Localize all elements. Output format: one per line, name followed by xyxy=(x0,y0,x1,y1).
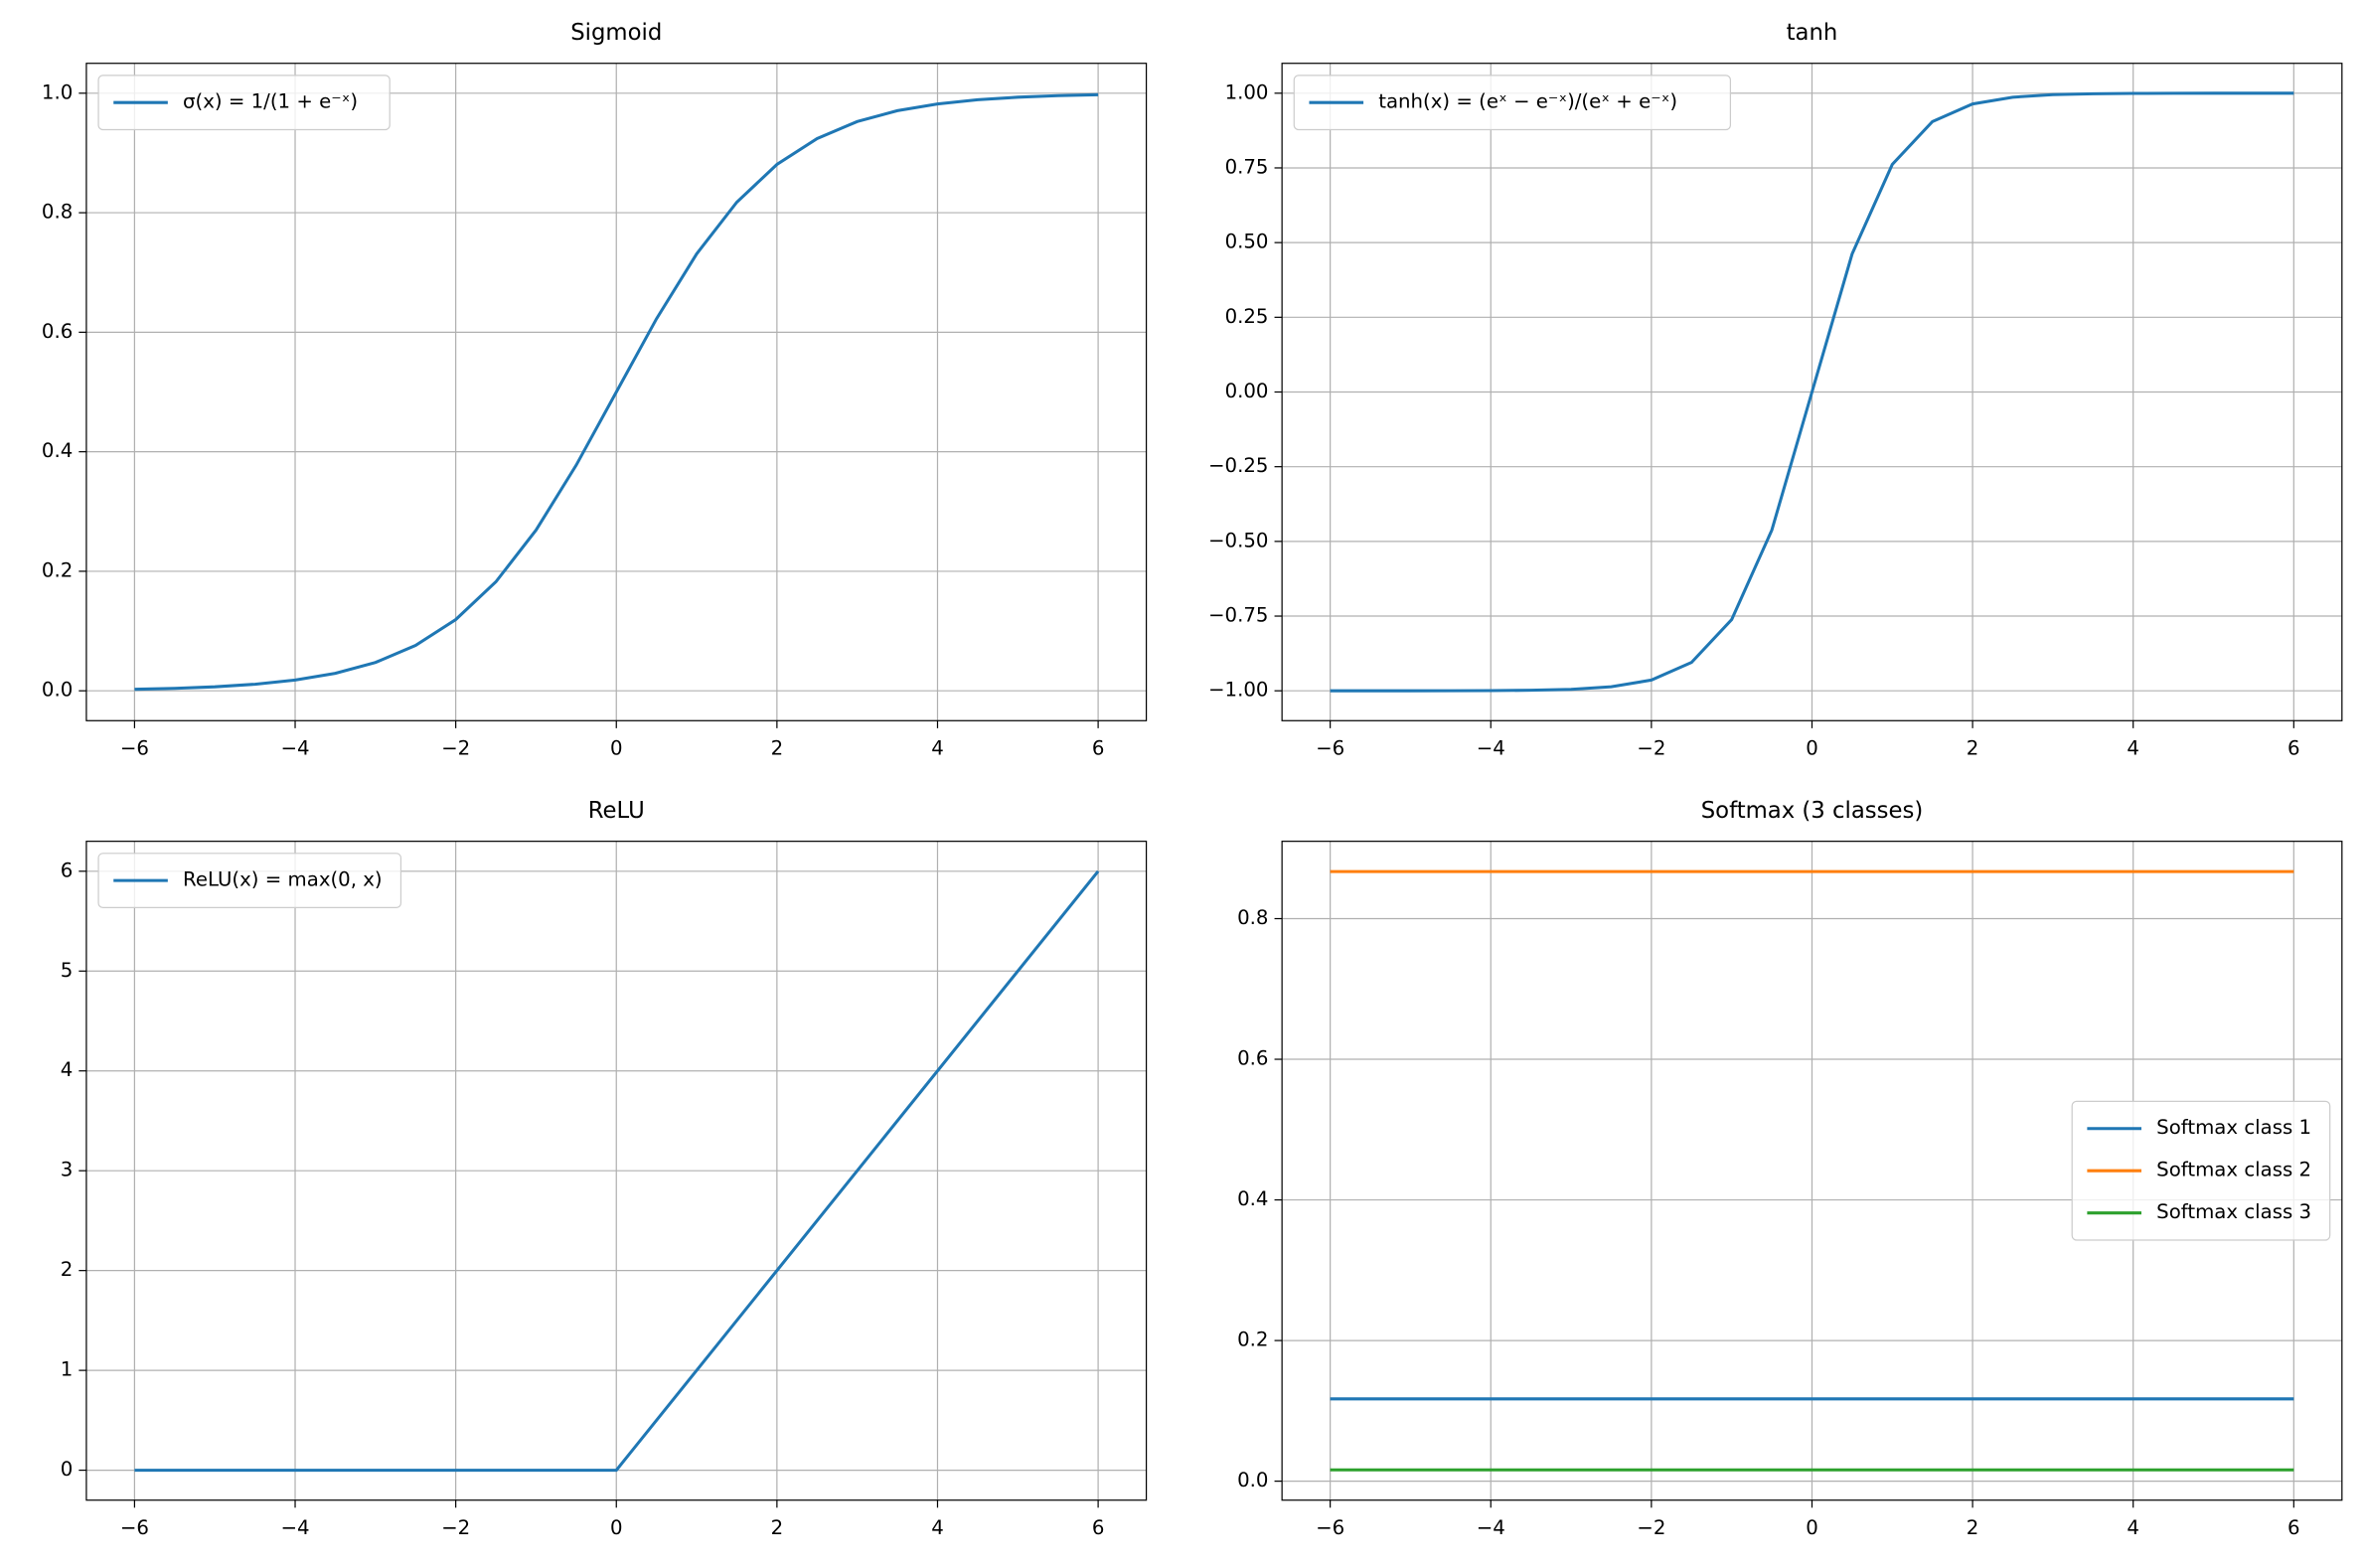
y-tick-label: 0.50 xyxy=(1225,231,1269,253)
legend-label: Softmax class 3 xyxy=(2156,1200,2311,1223)
x-tick-label: −6 xyxy=(120,737,149,760)
x-tick-label: 2 xyxy=(771,1516,784,1539)
legend-label: Softmax class 1 xyxy=(2156,1116,2311,1139)
x-tick-label: 6 xyxy=(2287,1516,2300,1539)
x-tick-label: 0 xyxy=(1806,1516,1818,1539)
x-tick-label: −4 xyxy=(1477,737,1505,760)
chart-title: Softmax (3 classes) xyxy=(1701,798,1923,824)
x-tick-label: 2 xyxy=(1967,737,1979,760)
legend-label: σ(x) = 1/(1 + e⁻ˣ) xyxy=(183,90,358,113)
legend-box xyxy=(2071,1100,2331,1241)
legend-label: tanh(x) = (eˣ − e⁻ˣ)/(eˣ + e⁻ˣ) xyxy=(1378,90,1677,113)
y-tick-label: 0.4 xyxy=(1237,1187,1268,1210)
plot-frame xyxy=(1281,841,2343,1501)
x-tick-label: 6 xyxy=(1092,737,1105,760)
x-tick-label: 4 xyxy=(2127,737,2139,760)
series-line xyxy=(134,92,1099,692)
legend-label: ReLU(x) = max(0, x) xyxy=(183,868,383,891)
y-tick-label: 1.0 xyxy=(42,80,73,103)
y-tick-label: 0.8 xyxy=(42,201,73,224)
legend-label: Softmax class 2 xyxy=(2156,1159,2311,1181)
y-tick-label: 0.8 xyxy=(1237,906,1268,929)
x-tick-label: 4 xyxy=(931,737,944,760)
y-tick-label: 1.00 xyxy=(1225,80,1269,103)
legend-box xyxy=(97,853,402,909)
x-tick-label: 0 xyxy=(610,1516,623,1539)
x-tick-label: −6 xyxy=(1316,737,1344,760)
y-tick-label: 0.0 xyxy=(1237,1469,1268,1491)
x-tick-label: −2 xyxy=(441,1516,470,1539)
x-tick-label: −4 xyxy=(280,1516,309,1539)
y-tick-label: −1.00 xyxy=(1208,679,1268,702)
series-line xyxy=(134,869,1100,1473)
y-tick-label: −0.50 xyxy=(1208,529,1268,551)
y-tick-label: 0.0 xyxy=(42,679,73,702)
y-tick-label: 5 xyxy=(61,959,74,982)
plot-frame xyxy=(1281,63,2343,721)
series-line xyxy=(1330,91,2294,693)
y-tick-label: 1 xyxy=(61,1358,74,1381)
y-tick-label: 0.2 xyxy=(1237,1329,1268,1351)
y-tick-label: 0.2 xyxy=(42,558,73,581)
y-tick-label: 0 xyxy=(61,1458,74,1481)
x-tick-label: −2 xyxy=(441,737,470,760)
x-tick-label: −2 xyxy=(1637,1516,1665,1539)
legend-box xyxy=(97,75,391,131)
y-tick-label: −0.75 xyxy=(1208,604,1268,627)
x-tick-label: 4 xyxy=(931,1516,944,1539)
x-tick-label: 2 xyxy=(771,737,784,760)
y-tick-label: 0.75 xyxy=(1225,155,1269,178)
x-tick-label: 0 xyxy=(610,737,623,760)
y-tick-label: 4 xyxy=(61,1058,74,1081)
plot-frame xyxy=(85,63,1148,721)
y-tick-label: −0.25 xyxy=(1208,454,1268,477)
x-tick-label: 2 xyxy=(1967,1516,1979,1539)
y-tick-label: 6 xyxy=(61,859,74,881)
x-tick-label: 6 xyxy=(1092,1516,1105,1539)
legend-box xyxy=(1293,75,1731,131)
plot-frame xyxy=(85,841,1148,1501)
y-tick-label: 2 xyxy=(61,1258,74,1281)
chart-title: tanh xyxy=(1787,20,1838,46)
x-tick-label: −4 xyxy=(1477,1516,1505,1539)
x-tick-label: −6 xyxy=(120,1516,149,1539)
y-tick-label: 0.6 xyxy=(42,320,73,343)
y-tick-label: 0.00 xyxy=(1225,380,1269,402)
x-tick-label: 6 xyxy=(2287,737,2300,760)
x-tick-label: −2 xyxy=(1637,737,1665,760)
chart-title: ReLU xyxy=(588,798,645,824)
x-tick-label: −4 xyxy=(280,737,309,760)
x-tick-label: 0 xyxy=(1806,737,1818,760)
y-tick-label: 0.25 xyxy=(1225,305,1269,328)
y-tick-label: 0.4 xyxy=(42,439,73,462)
y-tick-label: 0.6 xyxy=(1237,1047,1268,1070)
x-tick-label: 4 xyxy=(2127,1516,2139,1539)
y-tick-label: 3 xyxy=(61,1159,74,1181)
chart-title: Sigmoid xyxy=(570,20,662,46)
x-tick-label: −6 xyxy=(1316,1516,1344,1539)
